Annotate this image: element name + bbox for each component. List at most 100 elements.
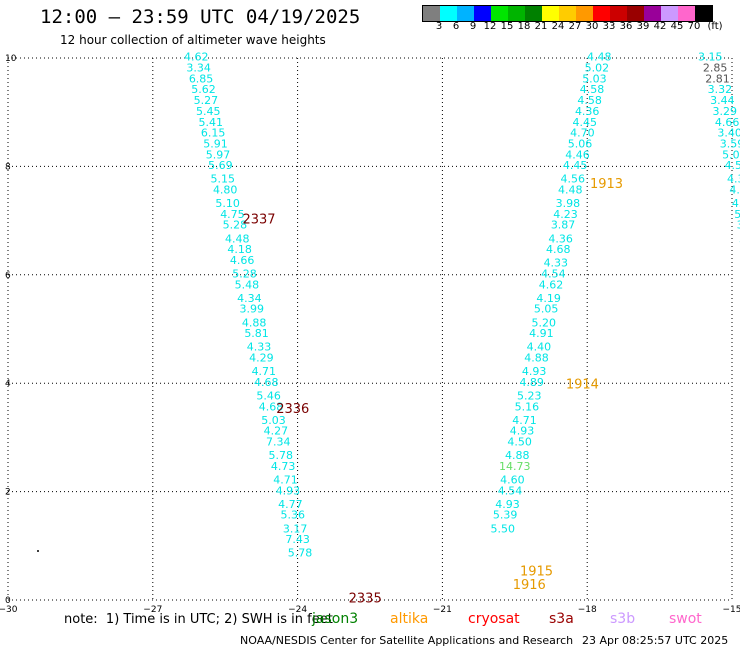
wave-height-label: 7.43	[285, 533, 310, 546]
axis-ticks: −30 −27 −24 −21 −18 −15 0 2 4 6 8 10	[0, 54, 740, 615]
color-swatch	[457, 6, 474, 21]
map-subtitle: 12 hour collection of altimeter wave hei…	[60, 33, 326, 47]
satellite-legend-cryosat: cryosat	[468, 611, 520, 627]
wave-height-label: 5.28	[232, 268, 257, 281]
wave-height-label: 4.93	[495, 498, 520, 511]
wave-height-label: 5.03	[582, 72, 607, 85]
wave-height-label: 4.68	[254, 376, 279, 389]
satellite-legend-altika: altika	[390, 611, 429, 627]
wave-height-label: 4.36	[575, 105, 600, 118]
wave-height-label: 4.70	[570, 127, 595, 140]
color-scale-bar	[422, 5, 713, 22]
wave-height-label: 4.50	[507, 436, 532, 449]
wave-height-label: 4.77	[278, 498, 303, 511]
wave-height-label: 5.41	[198, 116, 223, 129]
color-scale-label: 3	[435, 21, 443, 32]
color-swatch	[610, 6, 627, 21]
x-tick-label: −15	[723, 605, 740, 615]
wave-height-label: 3.34	[186, 62, 211, 75]
color-swatch	[542, 6, 559, 21]
wave-height-label: 4.34	[237, 292, 262, 305]
wave-height-label: 4.60	[500, 473, 525, 486]
wave-height-label: 4.88	[505, 449, 530, 462]
y-tick-label: 8	[5, 162, 11, 172]
wave-height-label: 3.59	[720, 137, 740, 150]
wave-height-label: 5.78	[288, 547, 313, 560]
wave-height-label: 4.21	[729, 184, 740, 197]
wave-height-label: 5.23	[517, 389, 542, 402]
color-swatch	[491, 6, 508, 21]
wave-height-label: 5.97	[206, 148, 231, 161]
wave-height-label: 6.85	[189, 72, 214, 85]
wave-height-label: 5.39	[493, 509, 518, 522]
y-tick-label: 4	[5, 379, 11, 389]
map-title: 12:00 – 23:59 UTC 04/19/2025	[40, 6, 361, 28]
wave-height-label: 5.45	[734, 208, 740, 221]
wave-height-label: 3.15	[698, 51, 723, 64]
color-swatch	[423, 6, 440, 21]
color-swatch	[508, 6, 525, 21]
pass-time-label: 1913	[590, 177, 623, 192]
satellite-legend-s3b: s3b	[610, 611, 636, 627]
wave-height-label: 4.68	[259, 400, 284, 413]
wave-height-label: 3.78	[737, 219, 740, 232]
pass-time-label: 1916	[513, 578, 546, 593]
color-swatch	[474, 6, 491, 21]
wave-height-label: 5.48	[235, 278, 260, 291]
y-tick-label: 2	[5, 488, 11, 498]
wave-height-label: 4.45	[563, 159, 588, 172]
wave-height-label: 4.62	[184, 51, 209, 64]
wave-height-label: 4.58	[577, 94, 602, 107]
wave-height-label: 4.48	[558, 184, 583, 197]
wave-height-label: 3.40	[717, 127, 740, 140]
wave-height-label: 3.32	[708, 83, 733, 96]
color-swatch	[559, 6, 576, 21]
wave-height-label: 4.66	[230, 254, 255, 267]
x-tick-label: −27	[143, 605, 162, 615]
wave-height-label: 4.29	[249, 352, 274, 365]
color-scale-label: 24	[551, 21, 565, 32]
color-swatch	[525, 6, 542, 21]
wave-height-label: 4.33	[247, 341, 272, 354]
wave-height-label: 3.87	[551, 219, 576, 232]
wave-height-label: 14.73	[499, 460, 531, 473]
color-swatch	[576, 6, 593, 21]
grid-lines	[7, 57, 733, 601]
wave-height-label: 3.98	[556, 197, 581, 210]
wave-height-label: 4.80	[213, 184, 238, 197]
satellite-legend-s3a: s3a	[549, 611, 574, 627]
wave-height-label: 5.27	[194, 94, 219, 107]
wave-height-label: 2.81	[705, 72, 730, 85]
wave-height-label: 5.10	[215, 197, 240, 210]
wave-height-label: 7.34	[266, 436, 291, 449]
credit-text: NOAA/NESDIS Center for Satellite Applica…	[240, 634, 574, 647]
wave-height-label: 4.23	[553, 208, 578, 221]
wave-height-label: 4.88	[242, 316, 267, 329]
satellite-legend-jason3: jason3	[312, 611, 359, 627]
wave-height-label: 4.33	[544, 257, 569, 270]
color-scale-label: 9	[469, 21, 477, 32]
color-swatch	[661, 6, 678, 21]
wave-height-label: 4.71	[252, 365, 277, 378]
wave-height-label: 5.62	[191, 83, 216, 96]
satellite-legend-swot: swot	[669, 611, 702, 627]
wave-height-label: 4.75	[220, 208, 245, 221]
color-scale-label: 30	[585, 21, 599, 32]
wave-height-label: 5.16	[515, 400, 540, 413]
wave-height-label: 5.78	[268, 449, 293, 462]
wave-height-label: 5.03	[261, 414, 286, 427]
wave-height-label: 5.81	[244, 327, 269, 340]
wave-height-label: 4.45	[573, 116, 598, 129]
wave-height-label: 4.58	[580, 83, 605, 96]
wave-height-label: 4.93	[276, 484, 301, 497]
wave-height-label: 5.15	[211, 173, 236, 186]
wave-height-label: 4.27	[264, 425, 289, 438]
y-tick-label: 0	[5, 596, 11, 606]
wave-height-label: 4.71	[273, 473, 298, 486]
wave-height-label: 5.36	[281, 509, 306, 522]
color-scale-label: (ft)	[707, 21, 723, 32]
pass-time-label: 1915	[520, 565, 553, 580]
x-tick-label: −30	[0, 605, 18, 615]
wave-height-label: 4.93	[510, 425, 535, 438]
